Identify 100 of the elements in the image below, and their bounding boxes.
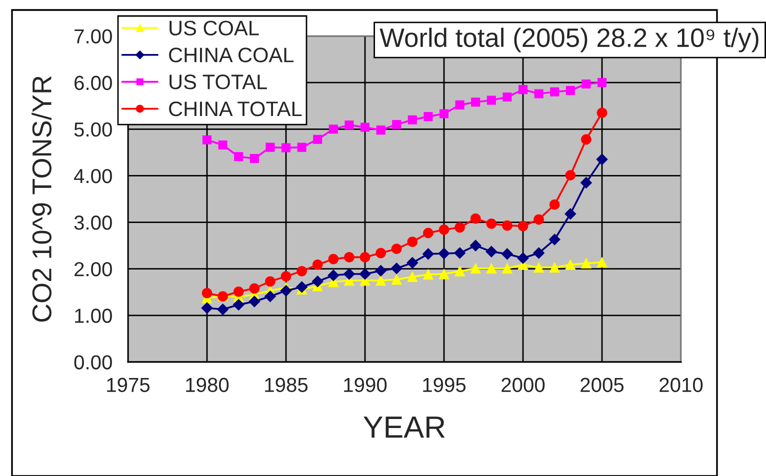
point <box>312 276 324 288</box>
point <box>248 296 260 308</box>
point <box>264 290 276 302</box>
point <box>217 304 229 316</box>
point <box>202 288 212 298</box>
point <box>471 98 480 107</box>
point <box>518 85 528 94</box>
y-tick-label: 5.00 <box>74 122 112 137</box>
point <box>328 124 338 134</box>
point <box>264 276 276 287</box>
point <box>249 283 260 294</box>
point <box>518 220 528 232</box>
point <box>550 87 560 96</box>
x-tick-label: 1995 <box>423 378 466 392</box>
point <box>455 100 464 110</box>
point <box>438 248 450 260</box>
x-axis-title: YEAR <box>364 416 445 438</box>
point <box>313 134 322 144</box>
point <box>517 252 529 264</box>
legend-label: US TOTAL <box>170 74 267 90</box>
point <box>438 224 450 235</box>
point <box>486 218 497 229</box>
point <box>407 236 418 248</box>
point <box>407 272 418 282</box>
point <box>360 252 370 262</box>
legend-label: US COAL <box>170 20 259 36</box>
point <box>406 257 418 269</box>
y-tick-label: 3.00 <box>74 216 112 230</box>
point <box>218 140 228 150</box>
point <box>534 214 544 225</box>
point <box>534 89 544 98</box>
point <box>502 220 512 231</box>
point <box>470 263 481 274</box>
point <box>201 302 213 314</box>
point <box>438 268 450 280</box>
point <box>281 143 291 152</box>
point <box>566 86 575 96</box>
point <box>202 135 212 144</box>
legend-label: CHINA COAL <box>169 48 294 62</box>
point <box>580 134 592 145</box>
point <box>360 122 370 132</box>
point <box>408 115 417 124</box>
annotation: World total (2005) 28.2 x 10⁹ t/y) <box>380 28 758 52</box>
point <box>344 120 354 130</box>
point <box>424 112 433 122</box>
point <box>470 240 482 252</box>
point <box>233 286 244 297</box>
point <box>376 275 386 286</box>
point <box>502 263 512 274</box>
point <box>596 257 608 268</box>
point <box>376 126 386 135</box>
point <box>234 152 244 162</box>
x-tick-label: 1980 <box>186 378 229 392</box>
point <box>232 298 244 310</box>
point <box>422 248 434 260</box>
y-tick-label: 6.00 <box>74 76 112 90</box>
y-axis-title: CO2 10^9 TONS/YR <box>32 76 52 322</box>
point <box>344 252 354 262</box>
point <box>534 262 544 273</box>
point <box>392 120 402 129</box>
point <box>391 274 402 285</box>
point <box>454 222 466 233</box>
x-tick-label: 2005 <box>580 378 624 392</box>
x-tick-label: 2010 <box>660 378 703 392</box>
point <box>266 142 275 152</box>
y-tick-label: 7.00 <box>74 29 112 44</box>
point <box>565 170 576 180</box>
x-tick-label: 2000 <box>502 378 545 392</box>
point <box>549 199 560 210</box>
point <box>564 208 576 220</box>
point <box>580 176 592 188</box>
point <box>533 247 545 259</box>
point <box>486 263 497 274</box>
point <box>250 154 259 163</box>
point <box>297 142 306 152</box>
point <box>280 271 292 282</box>
point <box>549 262 560 273</box>
y-tick-label: 0.00 <box>74 355 112 370</box>
x-tick-label: 1975 <box>107 378 150 392</box>
point <box>328 270 340 282</box>
point <box>454 247 466 259</box>
point <box>375 264 387 276</box>
x-tick-label: 1985 <box>265 378 308 392</box>
point <box>502 92 512 102</box>
point <box>296 266 308 276</box>
point <box>328 254 339 264</box>
point <box>439 109 449 118</box>
point <box>390 262 402 274</box>
point <box>296 281 308 293</box>
point <box>582 79 591 88</box>
point <box>454 266 466 276</box>
x-tick-label: 1990 <box>344 378 387 392</box>
legend-label: CHINA TOTAL <box>169 101 302 116</box>
point <box>501 248 513 260</box>
point <box>280 284 292 296</box>
point <box>422 228 434 238</box>
point <box>580 258 592 268</box>
point <box>596 108 608 118</box>
point <box>486 246 498 258</box>
point <box>359 268 371 280</box>
